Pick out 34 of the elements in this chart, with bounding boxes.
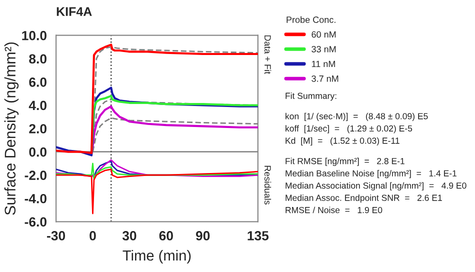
x-tick-label: 60 — [159, 231, 173, 240]
text: koff [1/sec] = (1.29 ± 0.02) E-5 — [286, 125, 412, 134]
x-axis-title: Time (min) — [122, 250, 191, 264]
y-tick-label: 6.0 — [29, 78, 46, 87]
text: Median Baseline Noise [ng/mm²] = 1.4 E-1 — [286, 170, 456, 178]
y-tick-label: -2.0 — [24, 170, 46, 180]
y-tick-label: 8.0 — [29, 54, 46, 64]
text: Kd [M] = (1.52 ± 0.03) E-11 — [286, 137, 400, 146]
text: Data + Fit — [264, 35, 272, 74]
text: Fit Summary: — [286, 92, 336, 101]
x-tick-label: 90 — [196, 231, 210, 240]
x-tick-label: -30 — [47, 231, 66, 240]
y-tick-label: 10.0 — [22, 30, 46, 40]
y-tick-label: 4.0 — [28, 100, 46, 110]
legend-title: Probe Conc. — [286, 16, 336, 23]
y-tick-label: 2.0 — [29, 124, 46, 134]
text: Median Assoc. Endpoint SNR = 2.6 E1 — [286, 194, 442, 203]
text: Fit RMSE [ng/mm²] = 2.8 E-1 — [286, 158, 404, 166]
y-tick-label: -4.0 — [24, 194, 46, 204]
x-tick-label: 135 — [248, 231, 269, 240]
legend-label: 33 nM — [312, 46, 336, 52]
x-tick-label: 0 — [90, 231, 96, 240]
text: RMSE / Noise = 1.9 E0 — [286, 206, 382, 214]
text: Median Association Signal [ng/mm²] = 4.9 E0 — [286, 182, 466, 190]
y-axis-title: Surface Density (ng/mm²) — [4, 42, 19, 215]
text: Residuals — [264, 166, 272, 204]
legend-label: 3.7 nM — [312, 75, 338, 82]
legend-label: 11 nM — [312, 60, 335, 68]
text: kon [1/ (sec·M)] = (8.48 ± 0.09) E5 — [286, 112, 428, 122]
chart-title: KIF4A — [56, 7, 92, 16]
x-tick-label: 30 — [122, 231, 136, 240]
legend-label: 60 nM — [312, 31, 336, 38]
y-tick-label: -6.0 — [24, 217, 46, 227]
y-tick-label: 0.0 — [29, 147, 46, 157]
